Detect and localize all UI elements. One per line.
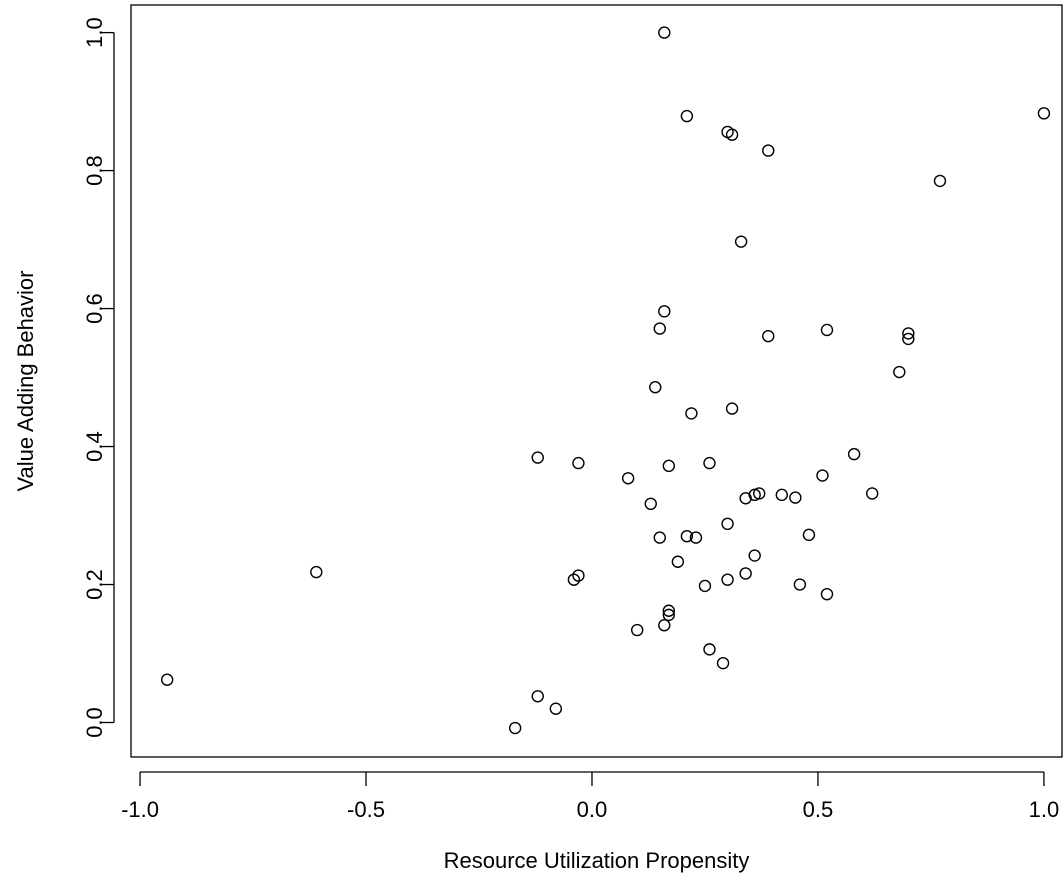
scatter-point xyxy=(689,531,703,544)
scatter-point xyxy=(658,619,671,632)
scatter-point xyxy=(531,690,544,703)
scatter-point xyxy=(698,579,712,593)
x-tick-label: -0.5 xyxy=(347,797,385,822)
scatter-point xyxy=(567,573,581,586)
scatter-point xyxy=(703,643,716,656)
scatter-point xyxy=(816,469,829,482)
scatter-point xyxy=(572,569,585,582)
x-tick-label: 0.5 xyxy=(803,797,834,822)
scatter-point xyxy=(508,721,522,735)
y-tick-label: 0.8 xyxy=(82,155,107,186)
scatter-point xyxy=(658,305,671,318)
scatter-point xyxy=(621,472,635,485)
scatter-point xyxy=(160,673,174,686)
scatter-point xyxy=(1037,107,1051,120)
scatter-point xyxy=(630,623,644,637)
scatter-point xyxy=(793,578,807,591)
scatter-point xyxy=(721,573,734,586)
scatter-point xyxy=(933,174,947,188)
scatter-point xyxy=(820,323,834,337)
scatter-point xyxy=(775,488,788,502)
scatter-point xyxy=(658,26,671,39)
scatter-point xyxy=(649,381,662,394)
scatter-point xyxy=(671,555,685,568)
scatter-point xyxy=(644,497,657,511)
scatter-point xyxy=(310,565,323,579)
scatter-point xyxy=(725,128,739,141)
scatter-point xyxy=(680,109,694,123)
scatter-point xyxy=(734,235,748,248)
scatter-point xyxy=(531,451,544,464)
scatter-point xyxy=(902,332,915,346)
scatter-point xyxy=(739,567,752,580)
y-axis: 0.0 0.2 0.4 0.6 0.8 1.0 xyxy=(82,17,115,738)
scatter-point xyxy=(662,608,676,622)
scatter-point xyxy=(725,402,739,415)
y-axis-title: Value Adding Behavior xyxy=(13,271,38,492)
y-tick-label: 0.4 xyxy=(82,431,107,462)
plot-border xyxy=(130,4,1063,758)
scatter-point xyxy=(789,491,802,504)
y-tick-label: 0.2 xyxy=(82,569,107,600)
x-tick-label: -1.0 xyxy=(121,797,159,822)
scatter-point xyxy=(662,604,676,617)
y-tick-label: 1.0 xyxy=(82,17,107,48)
scatter-point xyxy=(865,487,879,500)
scatter-point xyxy=(549,702,563,715)
scatter-point xyxy=(762,144,775,157)
scatter-point xyxy=(820,587,834,601)
x-axis: -1.0 -0.5 0.0 0.5 1.0 xyxy=(121,771,1060,822)
scatter-point xyxy=(703,456,716,470)
scatter-point xyxy=(893,365,906,379)
scatter-point xyxy=(653,322,666,335)
scatter-point xyxy=(716,656,730,670)
data-points xyxy=(160,26,1051,735)
x-axis-title: Resource Utilization Propensity xyxy=(444,848,750,873)
scatter-point xyxy=(802,528,816,542)
scatter-point xyxy=(902,327,915,340)
y-tick-label: 0.0 xyxy=(82,707,107,738)
scatter-point xyxy=(662,459,676,473)
scatter-point xyxy=(685,407,698,420)
x-tick-label: 1.0 xyxy=(1029,797,1060,822)
y-tick-label: 0.6 xyxy=(82,293,107,324)
plot-frame xyxy=(130,4,1063,758)
scatter-point xyxy=(847,447,861,461)
scatter-point xyxy=(748,549,761,562)
scatter-point xyxy=(739,492,752,505)
scatter-point xyxy=(572,456,585,470)
scatter-point xyxy=(653,531,666,544)
scatter-point xyxy=(680,530,694,543)
scatter-point xyxy=(762,329,775,343)
scatter-point xyxy=(721,517,734,531)
x-tick-label: 0.0 xyxy=(577,797,608,822)
